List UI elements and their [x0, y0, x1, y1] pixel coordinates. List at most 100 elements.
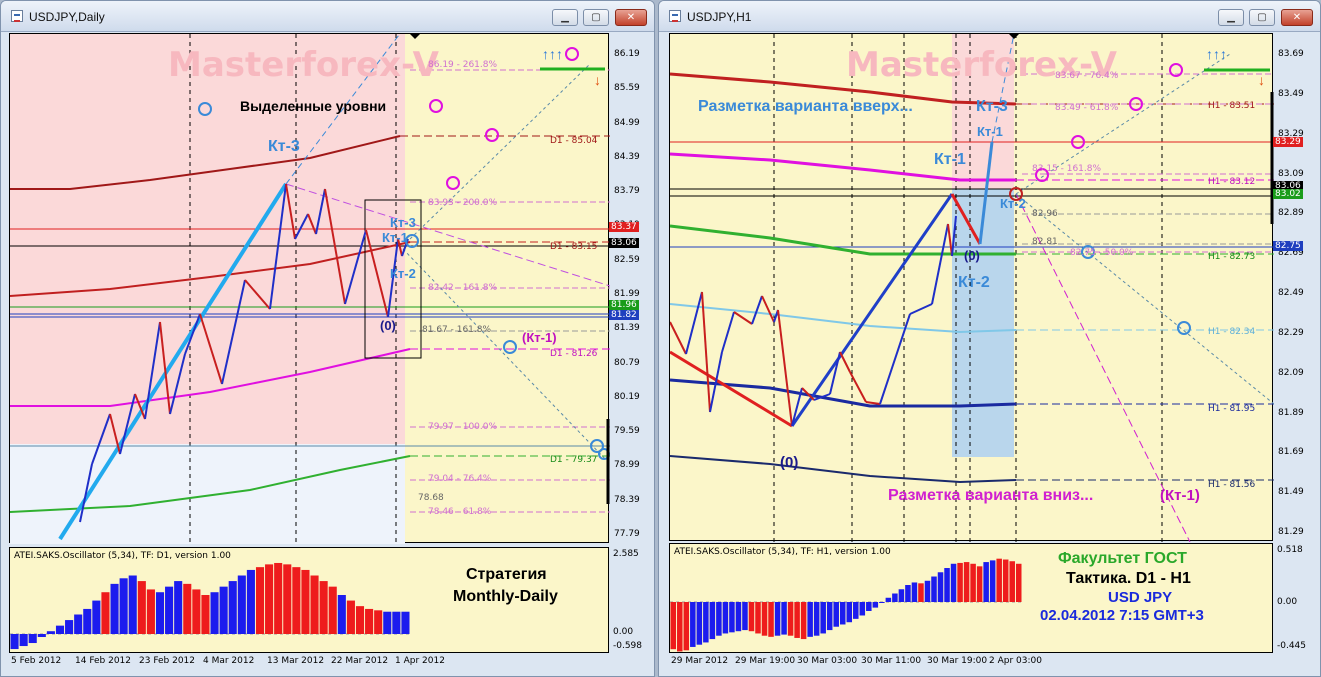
price-axis-label: 82.09: [1278, 367, 1304, 378]
maximize-button[interactable]: ▢: [1249, 9, 1275, 26]
close-button[interactable]: ✕: [1281, 9, 1313, 26]
kt3-label: Кт-3: [268, 138, 300, 155]
price-axis-label: 83.69: [1278, 49, 1304, 59]
watermark: Masterforex-V: [846, 45, 1117, 85]
date-axis-label: 29 Mar 19:00: [735, 656, 796, 666]
oscillator-bar: [937, 572, 944, 602]
price-swing: [751, 295, 763, 325]
price-plot[interactable]: Masterforex-V Разметка варианта вверх...…: [669, 33, 1274, 542]
date-axis[interactable]: 5 Feb 2012 14 Feb 2012 23 Feb 2012 4 Mar 20…: [9, 653, 609, 673]
price-axis[interactable]: 86.1985.5984.9984.3983.7983.1982.5981.99…: [609, 33, 654, 543]
oscillator-bar: [55, 625, 65, 634]
zero-label: (0): [380, 318, 396, 333]
price-swing: [221, 279, 246, 385]
oscillator-bar: [374, 610, 383, 634]
oscillator-bar: [1002, 559, 1009, 602]
oscillator-bar: [866, 602, 872, 611]
watermark: Masterforex-V: [168, 45, 439, 85]
level-label: H1 - 82.73: [1208, 252, 1256, 262]
oscillator-svg: [670, 558, 1022, 652]
chart-window-daily[interactable]: USDJPY,Daily ▁ ▢ ✕ Masterforex-V Выделен…: [0, 0, 655, 677]
price-axis-label: 81.49: [1278, 487, 1304, 498]
kt2-label: Кт-2: [390, 266, 416, 281]
chart-window-h1[interactable]: USDJPY,H1 ▁ ▢ ✕ Masterforex-V Разметка в…: [658, 0, 1321, 677]
trend-line: [790, 193, 954, 427]
price-plot[interactable]: Masterforex-V Выделенные уровни Кт-3 Кт-…: [9, 33, 610, 544]
oscillator-bar: [885, 597, 892, 602]
oscillator-bar: [846, 602, 853, 623]
oscillator-bar: [155, 592, 165, 634]
window-titlebar[interactable]: USDJPY,H1 ▁ ▢ ✕: [659, 1, 1320, 32]
up-arrows-icon: ↑↑↑: [542, 46, 563, 62]
oscillator-bar: [137, 581, 146, 634]
oscillator-bar: [10, 634, 19, 650]
price-axis-label: 81.89: [1278, 407, 1304, 418]
red-circle-marker: [1009, 187, 1023, 201]
magenta-circle-marker: [1129, 97, 1143, 111]
oscillator-bar: [755, 602, 761, 634]
oscillator-bar: [101, 592, 110, 634]
kt2-small-label: Кт-2: [1000, 196, 1026, 211]
oscillator-bar: [201, 595, 210, 634]
oscillator-bar: [246, 569, 255, 634]
oscillator-bar: [944, 568, 950, 602]
kt3-zone: [952, 34, 1014, 189]
price-axis-label: 78.39: [614, 494, 640, 505]
oscillator-pane[interactable]: ATEI.SAKS.Oscillator (5,34), TF: H1, ver…: [669, 543, 1273, 653]
faculty-label: Факультет ГОСТ: [1058, 550, 1187, 567]
date-axis-label: 30 Mar 03:00: [797, 656, 858, 666]
price-axis-label: 85.59: [614, 83, 640, 94]
oscillator-bar: [1009, 561, 1015, 602]
oscillator-bar: [265, 564, 274, 634]
level-label: H1 - 83.12: [1208, 177, 1256, 187]
oscillator-bar: [696, 602, 703, 645]
oscillator-bar: [892, 593, 898, 602]
oscillator-bar: [255, 567, 265, 634]
blue-circle-marker: [1177, 321, 1191, 335]
price-swing: [733, 311, 753, 325]
price-axis[interactable]: 83.69 83.49 83.29 83.09 82.89 82.69 82.49 82.29…: [1273, 33, 1320, 541]
date-axis-label: 30 Mar 19:00: [927, 656, 988, 666]
oscillator-bar: [833, 602, 839, 627]
price-swing: [244, 279, 271, 310]
trend-line: [58, 182, 288, 541]
minimize-button[interactable]: ▁: [552, 9, 578, 26]
oscillator-svg: [10, 562, 410, 650]
zero-top-label: (0): [964, 248, 980, 263]
d1-mid: [10, 241, 411, 297]
level-label: D1 - 83.15: [550, 242, 598, 252]
blue-circle-marker: [503, 340, 517, 354]
price-swing: [839, 351, 851, 373]
window-titlebar[interactable]: USDJPY,Daily ▁ ▢ ✕: [1, 1, 654, 32]
oscillator-bar: [301, 569, 310, 634]
oscillator-bar: [677, 602, 683, 652]
oscillator-axis-label: 0.518: [1277, 545, 1303, 555]
oscillator-bar: [729, 602, 735, 633]
fib-label: 83.93 - 200.0%: [428, 198, 498, 208]
oscillator-bar: [950, 563, 957, 602]
minimize-button[interactable]: ▁: [1218, 9, 1244, 26]
date-axis-label: 29 Mar 2012: [671, 656, 729, 666]
price-axis-label: 83.29: [1278, 128, 1304, 139]
price-axis-label: 80.79: [614, 357, 640, 368]
oscillator-bar: [92, 600, 101, 634]
oscillator-bar: [690, 602, 696, 647]
maximize-button[interactable]: ▢: [583, 9, 609, 26]
price-swing: [324, 188, 346, 305]
fib-label: 81.67 - 161.8%: [422, 325, 492, 335]
price-axis-label: 79.59: [614, 426, 640, 437]
fib-label: 79.04 - 76.4%: [428, 474, 492, 484]
price-axis-label: 82.89: [1278, 208, 1304, 219]
oscillator-bar: [826, 602, 833, 631]
magenta-circle-marker: [1035, 168, 1049, 182]
date-axis[interactable]: 29 Mar 2012 29 Mar 19:00 30 Mar 03:00 30 Ma…: [669, 653, 1273, 673]
price-swing: [761, 295, 775, 323]
date-axis-label: 23 Feb 2012: [139, 656, 196, 666]
oscillator-pane[interactable]: ATEI.SAKS.Oscillator (5,34), TF: D1, ver…: [9, 547, 609, 653]
kt3-label: Кт-3: [976, 98, 1008, 115]
oscillator-bar: [905, 585, 911, 602]
bearish-zone: [10, 444, 405, 544]
blue-circle-marker: [590, 439, 604, 453]
price-tag: 83.06: [609, 238, 639, 248]
close-button[interactable]: ✕: [615, 9, 647, 26]
